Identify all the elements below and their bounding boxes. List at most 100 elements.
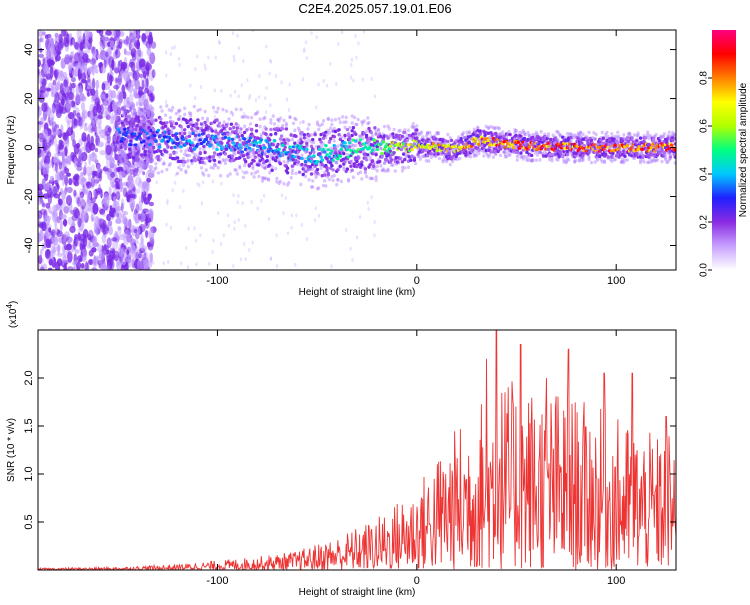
noise-dot [48,258,53,266]
band-core [153,133,157,137]
band-halo [525,158,529,162]
band-body [369,131,374,135]
figure-title: C2E4.2025.057.19.01.E06 [298,1,452,16]
band-core [431,142,436,146]
band-halo [119,155,123,159]
band-halo [569,138,573,143]
band-body [251,148,255,152]
noise-dot [133,156,140,163]
band-halo [234,107,238,112]
band-body [290,164,295,168]
band-halo [531,158,535,163]
noise-dot [52,79,57,86]
band-halo [617,134,621,139]
noise-dot [51,104,55,111]
noise-dot [115,216,121,224]
noise-dot [251,240,254,245]
noise-dot [150,218,154,223]
band-halo [514,145,518,149]
band-halo [326,117,330,122]
noise-dot [257,95,261,100]
band-halo [521,128,525,133]
noise-dot [341,30,344,35]
band-halo [281,123,285,128]
noise-dot [288,82,291,87]
band-halo [293,128,297,132]
noise-dot [315,105,318,110]
band-body [345,127,350,132]
noise-dot [116,78,122,83]
band-halo [635,133,639,138]
noise-dot [102,196,110,207]
band-core [325,153,329,157]
band-halo [287,180,291,185]
noise-dot [116,76,122,88]
band-body [146,128,150,133]
band-halo [128,130,132,134]
band-halo [202,173,206,177]
band-body [236,135,241,139]
band-body [135,124,139,128]
noise-dot [237,194,240,198]
noise-dot [142,171,146,176]
band-body [439,137,443,142]
noise-dot [285,97,289,102]
band-halo [441,158,445,162]
band-halo [142,110,146,114]
noise-dot [260,198,263,203]
band-halo [129,103,133,108]
noise-dot [166,198,169,203]
noise-dot [91,267,98,270]
band-halo [592,131,596,135]
band-halo [434,154,438,159]
noise-dot [138,58,146,68]
band-halo [253,171,257,175]
band-body [193,133,198,138]
band-halo [610,159,614,164]
band-body [257,149,261,153]
band-halo [152,170,156,174]
band-halo [615,134,619,139]
band-core [215,147,219,152]
band-core [198,138,203,142]
band-body [400,160,405,164]
band-halo [327,177,332,182]
noise-dot [75,94,82,105]
band-halo [565,131,570,136]
noise-dot [60,59,65,69]
noise-dot [162,160,165,165]
band-halo [117,107,121,111]
noise-dot [90,234,97,246]
band-body [191,143,195,147]
band-body [538,150,542,154]
band-halo [219,161,223,165]
band-core [375,147,380,152]
noise-dot [65,95,69,102]
band-halo [555,129,559,134]
band-core [510,143,515,147]
band-halo [193,153,198,157]
noise-dot [217,210,220,215]
band-halo [488,135,492,140]
noise-dot [128,218,132,230]
band-halo [228,132,232,136]
band-body [124,140,128,144]
band-body [638,136,643,140]
noise-dot [115,180,119,189]
band-body [122,123,126,127]
noise-dot [85,166,93,176]
band-halo [646,130,650,135]
band-body [385,158,389,162]
noise-dot [109,156,114,167]
noise-dot [50,245,56,257]
noise-dot [111,237,118,242]
band-core [517,146,522,150]
noise-dot [101,65,106,74]
noise-dot [90,214,94,221]
band-core [214,134,218,139]
band-core [344,144,349,148]
band-halo [296,126,300,131]
noise-dot [164,100,168,105]
band-halo [533,151,537,155]
band-halo [190,120,194,124]
